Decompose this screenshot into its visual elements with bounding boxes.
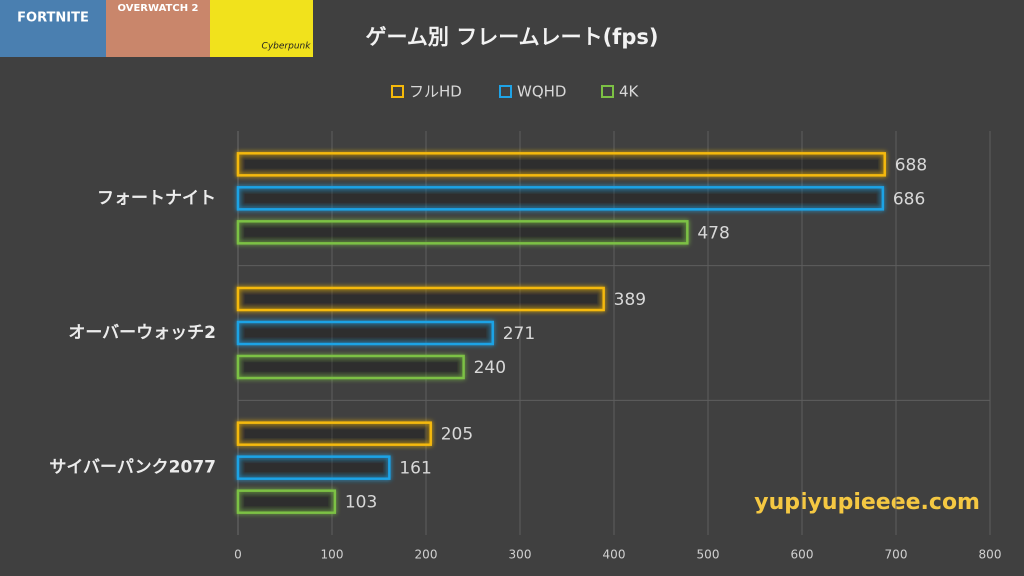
value-label: 161 — [399, 459, 431, 479]
bar — [236, 152, 886, 177]
legend-label: WQHD — [517, 83, 566, 101]
value-label: 688 — [895, 155, 927, 175]
bar — [236, 320, 494, 346]
y-tick-label: サイバーパンク2077 — [49, 458, 216, 478]
thumbnail-label: Cyberpunk — [262, 42, 312, 52]
x-tick-label: 600 — [791, 548, 814, 562]
legend-label: フルHD — [409, 83, 462, 101]
thumbnail-label: OVERWATCH 2 — [117, 3, 198, 14]
thumbnail — [0, 0, 106, 57]
bar — [236, 421, 432, 446]
x-tick-label: 500 — [697, 548, 720, 562]
x-tick-label: 300 — [509, 548, 532, 562]
bar — [236, 455, 391, 480]
thumbnail — [106, 0, 210, 57]
x-tick-label: 400 — [603, 548, 626, 562]
value-label: 389 — [614, 290, 646, 310]
legend-swatch — [499, 85, 512, 98]
bar — [236, 286, 605, 312]
thumbnail — [210, 0, 313, 57]
y-tick-label: オーバーウォッチ2 — [68, 323, 216, 343]
watermark: yupiyupieeee.com — [754, 490, 980, 515]
thumbnail-label: FORTNITE — [17, 11, 89, 26]
value-label: 686 — [893, 189, 925, 209]
bar — [236, 489, 337, 514]
value-label: 103 — [345, 493, 377, 513]
x-tick-label: 700 — [885, 548, 908, 562]
value-label: 205 — [441, 425, 473, 445]
x-tick-label: 800 — [979, 548, 1002, 562]
bar — [236, 354, 465, 380]
legend-swatch — [601, 85, 614, 98]
value-label: 240 — [474, 358, 506, 378]
bar — [236, 186, 885, 211]
chart-title: ゲーム別 フレームレート(fps) — [366, 25, 659, 49]
value-label: 478 — [697, 223, 729, 243]
legend-label: 4K — [619, 83, 640, 101]
x-tick-label: 200 — [415, 548, 438, 562]
x-tick-label: 100 — [321, 548, 344, 562]
y-tick-label: フォートナイト — [97, 188, 216, 208]
x-tick-label: 0 — [234, 548, 242, 562]
legend-swatch — [391, 85, 404, 98]
bar — [236, 220, 689, 245]
value-label: 271 — [503, 324, 535, 344]
